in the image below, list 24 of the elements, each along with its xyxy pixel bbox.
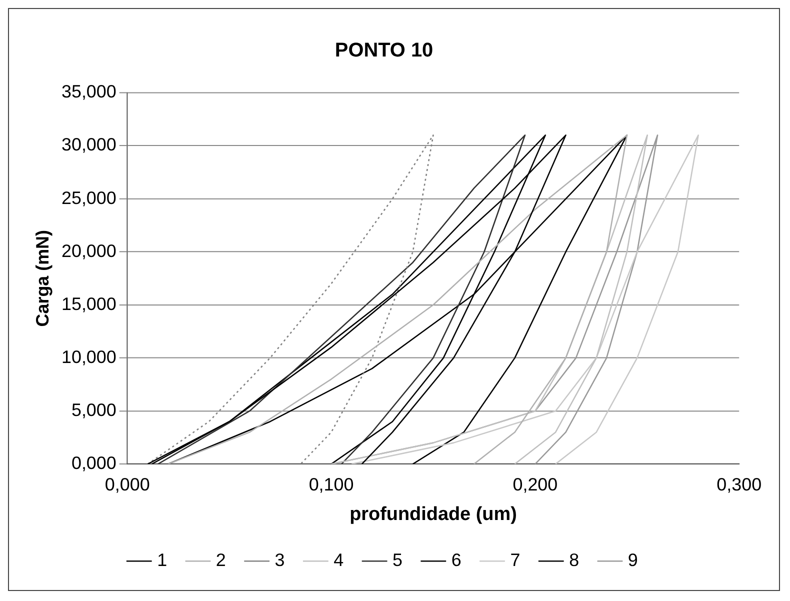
chart-title: PONTO 10 <box>334 39 434 62</box>
y-tick-label: 5,000 <box>71 400 116 420</box>
y-axis-title: Carga (mN) <box>32 230 53 327</box>
legend-label: 7 <box>510 550 520 570</box>
x-tick-label: 0,100 <box>308 474 354 495</box>
y-tick-label: 15,000 <box>61 294 116 314</box>
legend-label: 4 <box>334 550 344 570</box>
y-tick-label: 10,000 <box>61 346 116 367</box>
legend-label: 1 <box>157 550 168 570</box>
legend-label: 3 <box>274 550 285 570</box>
y-tick-label: 30,000 <box>61 134 116 155</box>
legend-label: 8 <box>569 550 580 570</box>
legend-label: 6 <box>451 550 462 570</box>
legend-label: 9 <box>628 550 638 570</box>
x-tick-label: 0,000 <box>104 474 150 495</box>
y-tick-label: 0,000 <box>71 452 116 473</box>
x-axis-title: profundidade (um) <box>350 504 517 526</box>
legend-label: 2 <box>216 550 226 570</box>
y-tick-label: 35,000 <box>61 82 116 102</box>
y-tick-label: 20,000 <box>61 240 116 261</box>
x-tick-label: 0,300 <box>716 474 762 495</box>
x-tick-label: 0,200 <box>512 474 558 495</box>
legend-label: 5 <box>392 550 403 570</box>
y-tick-label: 25,000 <box>61 188 116 208</box>
